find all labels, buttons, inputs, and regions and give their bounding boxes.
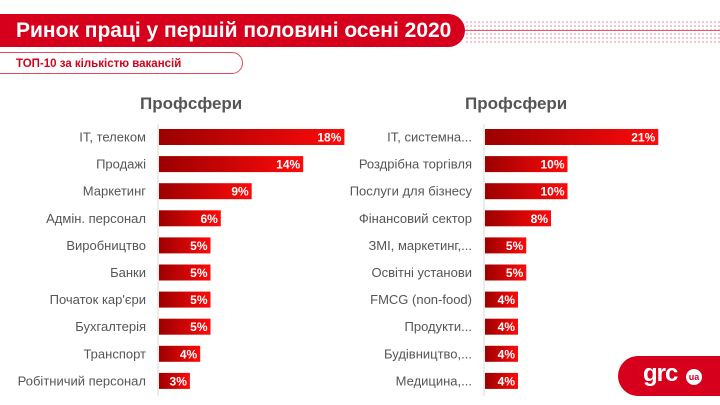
- category-label: Виробництво: [66, 238, 146, 253]
- category-label: Робітничий персонал: [18, 373, 146, 388]
- category-label: IT, системна...: [387, 130, 472, 145]
- logo-badge: ua: [686, 369, 702, 385]
- bar-right: [485, 210, 551, 227]
- logo-text: grc: [643, 360, 678, 387]
- value-label: 4%: [180, 347, 198, 361]
- category-label: Продукти...: [405, 319, 473, 334]
- category-label: IT, телеком: [79, 130, 146, 145]
- category-label: ЗМІ, маркетинг,...: [368, 238, 472, 253]
- category-label: Адмін. персонал: [46, 211, 146, 226]
- value-label: 5%: [190, 293, 208, 307]
- category-label: Продажі: [96, 157, 146, 172]
- value-label: 6%: [200, 212, 218, 226]
- category-label: Роздрібна торгівля: [359, 157, 472, 172]
- bar-left: [159, 183, 252, 200]
- bar-right: [485, 291, 518, 308]
- decorative-line: [465, 30, 720, 31]
- decorative-dots: [465, 20, 720, 44]
- bar-right: [485, 318, 518, 335]
- bar-right: [485, 129, 659, 145]
- value-label: 4%: [498, 293, 516, 307]
- grc-logo: grc ua: [618, 356, 720, 396]
- value-label: 10%: [540, 185, 564, 199]
- value-label: 3%: [170, 374, 188, 388]
- category-label: Початок кар'єри: [50, 292, 146, 307]
- category-label: Маркетинг: [83, 184, 146, 199]
- value-label: 4%: [498, 374, 516, 388]
- category-label: Освітні установи: [371, 265, 472, 280]
- bar-left: [159, 372, 190, 389]
- category-label: Будівництво,...: [384, 346, 472, 361]
- category-label: Бухгалтерія: [75, 319, 146, 334]
- category-label: Медицина,...: [396, 373, 472, 388]
- value-label: 5%: [190, 239, 208, 253]
- chart-title-left: Профсфери: [140, 94, 243, 113]
- bar-left: [159, 210, 221, 227]
- value-label: 5%: [190, 266, 208, 280]
- value-label: 4%: [498, 320, 516, 334]
- category-label: Фінансовий сектор: [359, 211, 472, 226]
- page-title: Ринок праці у першій половині осені 2020: [0, 14, 465, 47]
- value-label: 5%: [506, 239, 524, 253]
- subtitle-badge: ТОП-10 за кількістю вакансій: [0, 52, 243, 74]
- value-label: 18%: [317, 131, 341, 145]
- value-label: 5%: [506, 266, 524, 280]
- bar-left: [159, 129, 345, 145]
- value-label: 10%: [540, 158, 564, 172]
- value-label: 8%: [531, 212, 549, 226]
- bar-right: [485, 183, 568, 200]
- bar-right: [485, 372, 518, 389]
- bar-left: [159, 345, 201, 362]
- bar-right: [485, 237, 527, 254]
- value-label: 14%: [276, 158, 300, 172]
- chart-title-right: Профсфери: [465, 94, 568, 113]
- category-label: FMCG (non-food): [370, 292, 472, 307]
- value-label: 21%: [631, 131, 655, 145]
- category-label: Банки: [110, 265, 146, 280]
- bar-right: [485, 345, 518, 362]
- bar-right: [485, 264, 527, 281]
- bar-left: [159, 264, 211, 281]
- bar-left: [159, 318, 211, 335]
- category-label: Транспорт: [83, 346, 146, 361]
- value-label: 9%: [231, 185, 249, 199]
- bar-left: [159, 156, 304, 173]
- category-label: Послуги для бізнесу: [350, 184, 473, 199]
- bar-left: [159, 291, 211, 308]
- bar-right: [485, 156, 568, 173]
- bar-left: [159, 237, 211, 254]
- value-label: 4%: [498, 347, 516, 361]
- value-label: 5%: [190, 320, 208, 334]
